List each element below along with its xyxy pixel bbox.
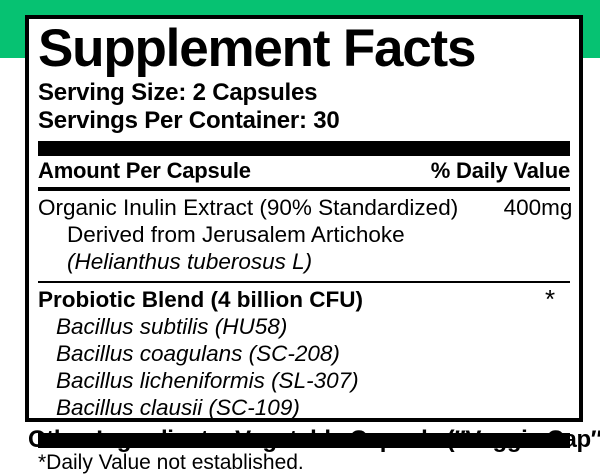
ingredient-amount: *: [544, 284, 556, 315]
strain-item: Bacillus clausii (SC-109): [56, 395, 300, 421]
header-divider-bar: [38, 141, 570, 157]
daily-value-header: % Daily Value: [430, 158, 570, 184]
supplement-facts-panel: Supplement Facts Serving Size: 2 Capsule…: [25, 15, 583, 474]
column-header-row: Amount Per Capsule % Daily Value: [38, 156, 570, 187]
ingredient-row-probiotic-blend: Probiotic Blend (4 billion CFU) * Bacill…: [38, 283, 570, 427]
column-header-rule: [38, 187, 570, 192]
ingredient-name: Probiotic Blend (4 billion CFU) *: [38, 286, 570, 313]
footnote-divider-bar: [38, 433, 570, 449]
strain-item: Bacillus coagulans (SC-208): [56, 341, 340, 367]
ingredient-row-inulin: Organic Inulin Extract (90% Standardized…: [38, 191, 572, 281]
other-ingredients-text: Other Ingredients: Vegetable Capsule (″V…: [28, 426, 600, 453]
page-title: Supplement Facts: [38, 19, 476, 78]
ingredient-name-label: Probiotic Blend (4 billion CFU): [38, 287, 363, 313]
ingredient-name: Organic Inulin Extract (90% Standardized…: [38, 194, 572, 221]
ingredient-name-label: Organic Inulin Extract (90% Standardized…: [38, 195, 459, 221]
ingredient-amount: 400mg: [503, 195, 573, 221]
ingredient-subline: Derived from Jerusalem Artichoke: [67, 222, 405, 248]
amount-per-capsule-header: Amount Per Capsule: [38, 158, 251, 184]
ingredient-section-divider: [38, 281, 570, 284]
strain-item: Bacillus licheniformis (SL-307): [56, 368, 359, 394]
servings-per-container-text: Servings Per Container: 30: [38, 107, 340, 135]
serving-size-text: Serving Size: 2 Capsules: [38, 79, 318, 106]
strain-item: Bacillus subtilis (HU58): [56, 314, 288, 340]
ingredient-botanical-name: (Helianthus tuberosus L): [67, 249, 313, 275]
